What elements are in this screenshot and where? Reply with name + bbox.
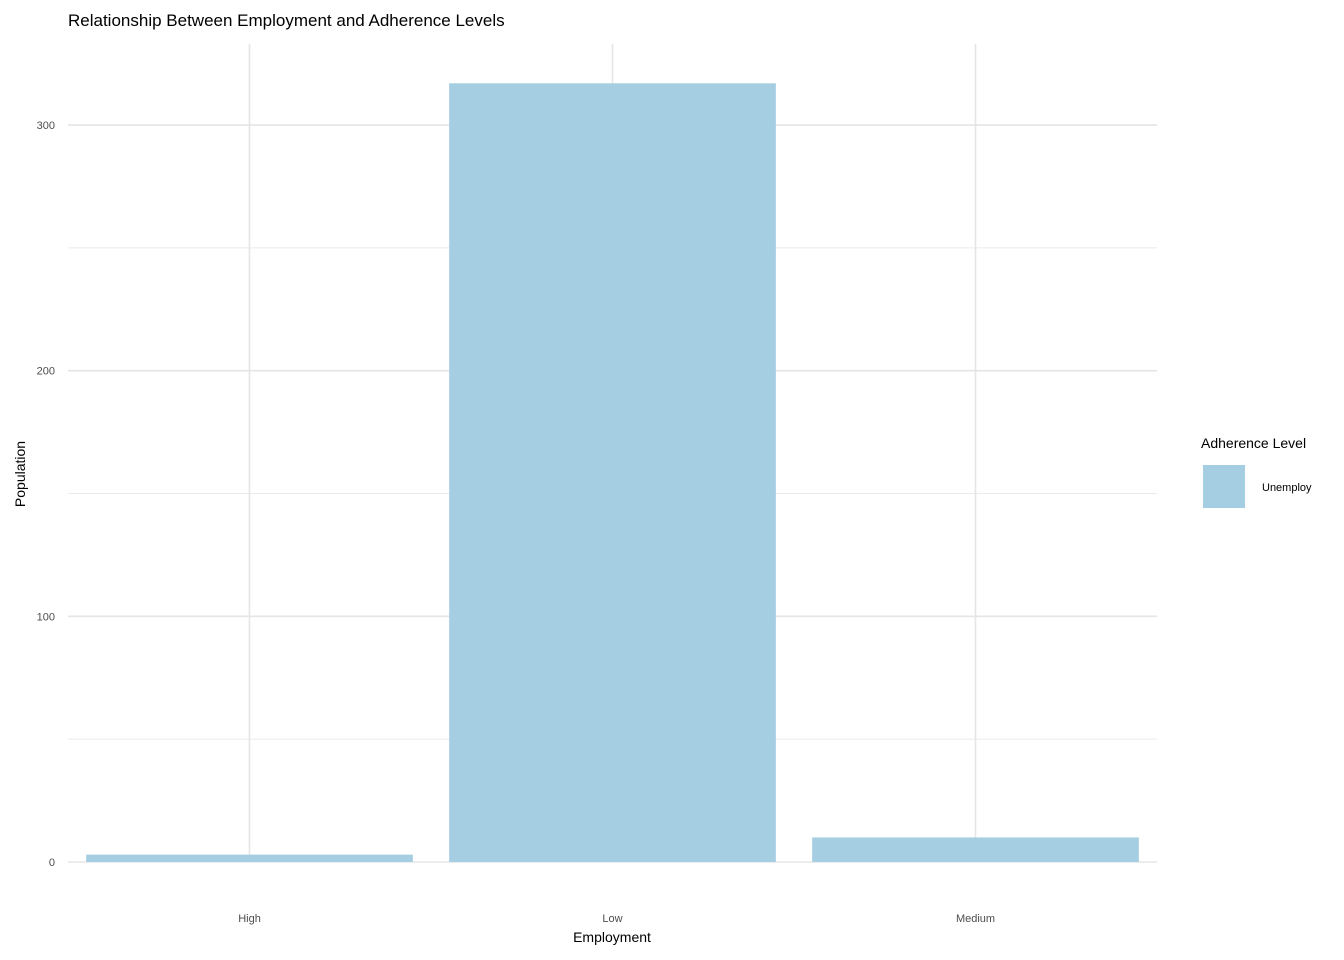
x-tick-label: High (238, 913, 261, 925)
bar-medium (812, 837, 1139, 862)
x-axis-title: Employment (573, 929, 651, 945)
legend-label: Unemploy (1262, 482, 1312, 494)
x-tick-label: Low (602, 913, 622, 925)
y-tick-label: 100 (37, 611, 55, 623)
x-axis-ticks: High Low Medium (238, 913, 995, 925)
bar-high (86, 854, 413, 862)
x-tick-label: Medium (956, 913, 995, 925)
bar-low (449, 83, 776, 863)
y-tick-label: 200 (37, 366, 55, 378)
legend-title: Adherence Level (1201, 435, 1306, 451)
bars (86, 83, 1139, 863)
y-tick-label: 300 (37, 120, 55, 132)
y-axis-ticks: 0 100 200 300 (37, 120, 55, 869)
y-tick-label: 0 (49, 857, 55, 869)
chart-title: Relationship Between Employment and Adhe… (68, 11, 505, 30)
y-axis-title: Population (12, 441, 28, 507)
legend-key (1203, 465, 1245, 508)
legend: Adherence Level Unemploy (1201, 435, 1312, 508)
